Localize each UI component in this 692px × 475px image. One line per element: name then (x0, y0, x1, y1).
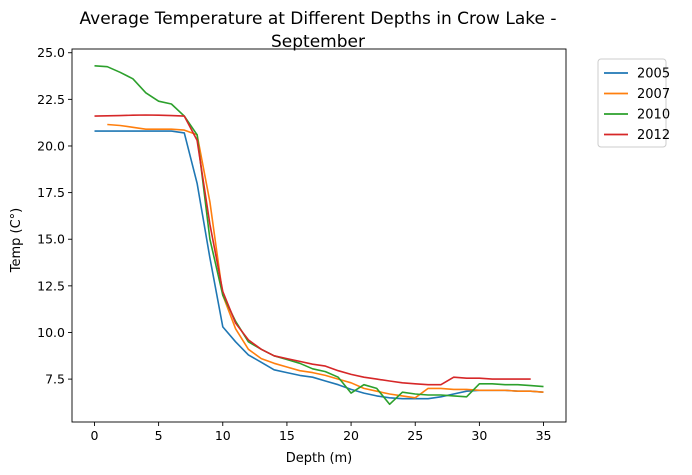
legend-label-2007: 2007 (637, 87, 670, 102)
x-tick-label: 35 (536, 428, 552, 443)
y-axis-ticks: 7.5 10.0 12.5 15.0 17.5 20.0 22.5 25.0 (37, 45, 72, 387)
legend-frame (597, 58, 667, 148)
x-tick-label: 25 (407, 428, 423, 443)
y-tick-label: 15.0 (37, 232, 65, 247)
x-axis-label: Depth (m) (286, 451, 353, 466)
y-tick-label: 22.5 (37, 92, 65, 107)
series-layer (94, 65, 544, 406)
x-tick-label: 15 (279, 428, 295, 443)
plot-area (71, 48, 567, 423)
legend-items: 2005 2007 2010 2012 (604, 67, 670, 143)
series-line-2010 (94, 65, 544, 406)
y-tick-label: 12.5 (37, 278, 65, 293)
series-line-2005 (94, 130, 544, 400)
x-tick-label: 0 (90, 428, 98, 443)
y-tick-label: 17.5 (37, 185, 65, 200)
y-axis-label: Temp (C°) (9, 208, 24, 274)
x-tick-label: 20 (343, 428, 359, 443)
legend: 2005 2007 2010 2012 (597, 58, 670, 148)
y-tick-label: 7.5 (45, 372, 65, 387)
series-line-2007 (107, 123, 544, 399)
y-tick-label: 10.0 (37, 325, 65, 340)
chart-title-line-1: Average Temperature at Different Depths … (80, 9, 557, 29)
x-axis-ticks: 0 5 10 15 20 25 30 35 (90, 422, 551, 443)
legend-label-2005: 2005 (637, 67, 670, 82)
x-tick-label: 30 (471, 428, 487, 443)
chart-title-line-2: September (271, 32, 365, 52)
y-tick-label: 20.0 (37, 138, 65, 153)
x-tick-label: 5 (155, 428, 163, 443)
legend-label-2010: 2010 (637, 108, 670, 123)
y-tick-label: 25.0 (37, 45, 65, 60)
series-line-2012 (94, 114, 531, 386)
legend-label-2012: 2012 (637, 128, 670, 143)
x-tick-label: 10 (215, 428, 231, 443)
